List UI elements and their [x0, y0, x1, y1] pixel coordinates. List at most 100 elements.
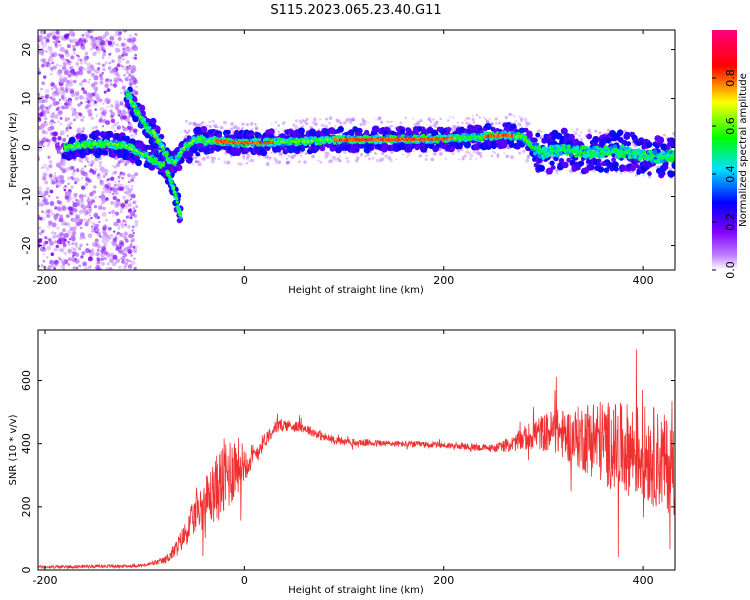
noise-speck	[116, 77, 120, 81]
noise-speck	[121, 260, 125, 264]
halo-speck	[185, 119, 188, 123]
noise-speck	[124, 232, 128, 236]
halo-speck	[447, 119, 450, 122]
noise-speck	[135, 132, 138, 135]
noise-speck	[53, 121, 56, 124]
noise-speck	[64, 64, 67, 67]
noise-speck	[63, 259, 69, 264]
noise-speck	[101, 110, 107, 116]
noise-speck	[69, 121, 73, 126]
noise-speck	[101, 211, 107, 217]
halo-speck	[375, 158, 380, 163]
halo-speck	[623, 170, 627, 174]
noise-speck	[96, 47, 101, 52]
noise-speck	[38, 238, 43, 243]
trace-point	[611, 161, 619, 169]
noise-speck	[135, 204, 139, 209]
noise-speck	[66, 222, 70, 226]
trace-point	[173, 160, 176, 163]
noise-speck	[128, 34, 133, 38]
noise-speck	[62, 251, 65, 254]
noise-speck	[41, 122, 47, 128]
noise-speck	[51, 115, 54, 119]
halo-speck	[223, 160, 228, 165]
noise-speck	[40, 99, 45, 104]
noise-speck	[115, 243, 118, 247]
noise-speck	[132, 207, 135, 210]
trace-point	[597, 158, 602, 163]
noise-speck	[61, 166, 65, 170]
halo-speck	[432, 152, 437, 157]
noise-speck	[74, 242, 78, 246]
halo-speck	[194, 156, 198, 160]
noise-speck	[117, 113, 121, 117]
noise-speck	[51, 92, 57, 98]
noise-speck	[124, 163, 128, 167]
halo-speck	[390, 120, 393, 124]
noise-speck	[92, 241, 98, 247]
halo-speck	[230, 155, 233, 158]
noise-speck	[50, 231, 54, 235]
noise-speck	[132, 200, 137, 205]
noise-speck	[132, 77, 136, 81]
noise-speck	[99, 107, 105, 112]
noise-speck	[122, 47, 126, 51]
noise-speck	[126, 246, 131, 251]
noise-speck	[124, 53, 128, 57]
noise-speck	[128, 200, 131, 203]
noise-speck	[86, 69, 92, 75]
noise-speck	[51, 222, 57, 228]
noise-speck	[98, 164, 102, 168]
noise-speck	[72, 71, 77, 75]
halo-speck	[479, 155, 483, 158]
noise-speck	[83, 266, 89, 270]
trace-point	[147, 126, 152, 130]
noise-speck	[46, 34, 51, 39]
noise-speck	[59, 86, 65, 92]
noise-speck	[122, 125, 125, 128]
halo-speck	[367, 157, 371, 161]
noise-speck	[62, 243, 67, 248]
noise-speck	[49, 259, 55, 265]
noise-speck	[81, 87, 85, 91]
noise-speck	[127, 249, 133, 254]
trace-point	[164, 152, 167, 155]
halo-speck	[518, 151, 521, 155]
halo-speck	[292, 123, 296, 127]
noise-speck	[128, 82, 133, 87]
trace-point	[541, 154, 545, 158]
trace-point	[532, 137, 538, 143]
noise-speck	[42, 177, 46, 181]
noise-speck	[97, 67, 101, 71]
trace-point	[532, 142, 536, 147]
noise-speck	[114, 66, 118, 69]
trace-point	[132, 97, 138, 103]
noise-speck	[45, 186, 50, 191]
halo-speck	[544, 170, 547, 173]
noise-speck	[66, 223, 71, 227]
halo-speck	[399, 121, 403, 125]
noise-speck	[82, 37, 87, 42]
noise-speck	[48, 164, 53, 169]
noise-speck	[53, 240, 58, 244]
noise-speck	[128, 38, 134, 43]
noise-speck	[125, 70, 130, 75]
noise-speck	[74, 177, 80, 183]
noise-speck	[100, 194, 106, 200]
noise-speck	[38, 216, 43, 221]
halo-speck	[482, 116, 485, 119]
noise-speck	[111, 104, 114, 108]
halo-speck	[301, 119, 305, 122]
noise-speck	[75, 267, 79, 270]
noise-speck	[121, 42, 125, 46]
noise-speck	[118, 187, 122, 191]
noise-speck	[79, 232, 85, 238]
noise-speck	[88, 111, 93, 116]
noise-speck	[38, 190, 41, 195]
trace-point	[140, 118, 143, 121]
noise-speck	[84, 250, 88, 253]
noise-speck	[126, 184, 130, 188]
noise-speck	[100, 252, 105, 258]
noise-speck	[51, 69, 54, 72]
noise-speck	[103, 114, 106, 117]
